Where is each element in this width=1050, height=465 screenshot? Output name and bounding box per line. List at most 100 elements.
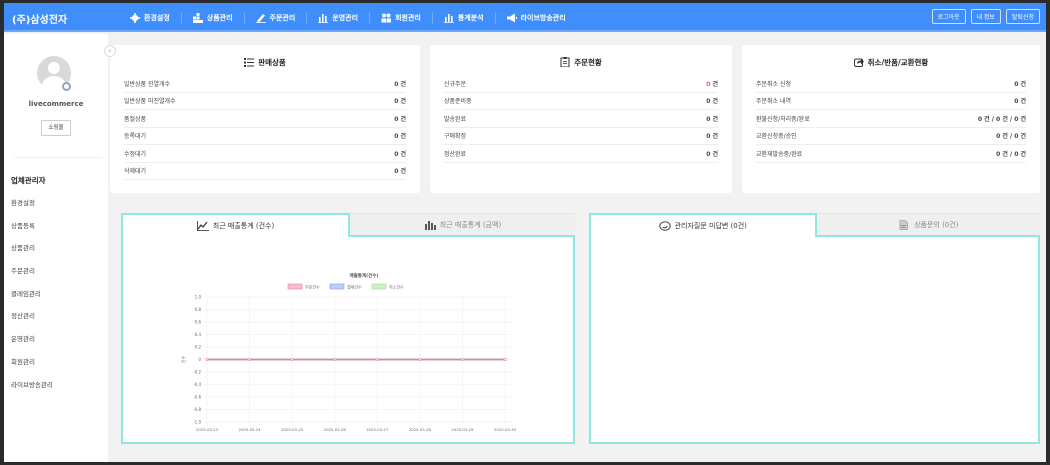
settings-gear-icon[interactable] [62, 82, 71, 91]
legend-swatch [371, 283, 387, 290]
stat-label: 상품준비중 [444, 98, 472, 106]
chat-icon [658, 221, 671, 231]
nav-item-3[interactable]: 운영관리 [307, 12, 371, 24]
y-tick-label: -0.4 [193, 382, 201, 387]
sidebar-item-4[interactable]: 클레임관리 [11, 289, 41, 298]
stat-value: 0 건 [706, 133, 718, 141]
line-chart-icon [196, 221, 209, 231]
logout-button[interactable]: 로그아웃 [931, 9, 966, 24]
stat-label: 수정대기 [124, 150, 147, 158]
sidebar-item-7[interactable]: 회원관리 [11, 357, 35, 366]
clipboard-icon [560, 57, 570, 67]
stat-row[interactable]: 교환재발송중/완료 0 건 / 0 건 [756, 145, 1026, 163]
stat-row[interactable]: 발송완료 0 건 [444, 110, 718, 128]
nav-item-4[interactable]: 회원관리 [370, 12, 433, 24]
stat-value: 0 건 [706, 80, 718, 88]
stat-value: 0 건 [394, 80, 406, 88]
my-info-button[interactable]: 내 정보 [970, 9, 1001, 24]
brand-logo[interactable]: (주)삼성전자 [12, 15, 68, 26]
stat-label: 구매확정 [444, 133, 467, 141]
tab-label: 최근 매출통계 (금액) [439, 220, 502, 229]
stat-row[interactable]: 신규주문 0 건 [444, 75, 718, 93]
sidebar-item-2[interactable]: 상품관리 [11, 244, 35, 253]
stat-label: 품절상품 [124, 115, 147, 123]
withdraw-button[interactable]: 탈퇴신청 [1005, 9, 1040, 24]
stat-value: 0 건 [1014, 80, 1026, 88]
stat-value: 0 건 [706, 150, 718, 158]
stat-value: 0 건 [1014, 98, 1026, 106]
collapse-sidebar-button[interactable]: ‹ [104, 45, 116, 57]
stat-row[interactable]: 일반상품 진열개수 0 건 [124, 75, 406, 93]
sidebar-item-8[interactable]: 라이브방송관리 [11, 380, 53, 389]
card-title: 취소/반품/교환현황 [756, 53, 1026, 71]
data-point [418, 357, 422, 362]
tab-0[interactable]: 관리자질문 미답변 (0건) [589, 213, 817, 237]
x-tick-label: 2025-03-24 [239, 427, 262, 432]
tab-1[interactable]: 최근 매출통계 (금액) [350, 213, 575, 237]
x-tick-label: 2025-03-30 [494, 427, 517, 432]
tab-0[interactable]: 최근 매출통계 (건수) [121, 213, 350, 237]
nav-item-0[interactable]: 환경설정 [119, 12, 182, 24]
stat-row[interactable]: 일반상품 미진열개수 0 건 [124, 93, 406, 110]
x-tick-label: 2025-03-25 [281, 427, 304, 432]
stat-row[interactable]: 주문취소 신청 0 건 [756, 75, 1026, 93]
card-title-text: 주문현황 [574, 57, 602, 67]
nav-item-5[interactable]: 통계분석 [433, 12, 496, 24]
stat-label: 환불신청/처리중/완료 [756, 115, 810, 123]
stat-row[interactable]: 교환신청중/승인 0 건 / 0 건 [756, 128, 1026, 145]
stat-row[interactable]: 정산완료 0 건 [444, 145, 718, 163]
stat-row[interactable]: 환불신청/처리중/완료 0 건 / 0 건 / 0 건 [756, 110, 1026, 128]
bar-chart-icon [424, 220, 436, 230]
nav-item-label: 라이브방송관리 [520, 14, 566, 22]
stat-row[interactable]: 수정대기 0 건 [124, 145, 406, 163]
data-point [333, 357, 337, 362]
nav-item-label: 주문관리 [269, 14, 296, 22]
nav-item-6[interactable]: 라이브방송관리 [496, 12, 577, 24]
stat-label: 정산완료 [444, 150, 467, 158]
stat-value: 0 건 / 0 건 [996, 133, 1026, 141]
card-sales-products: 판매상품 일반상품 진열개수 0 건 일반상품 미진열개수 0 건 품절상품 0 건 등록대기… [110, 45, 420, 193]
card-title: 주문현황 [444, 53, 718, 71]
shop-button[interactable]: 쇼핑몰 [41, 120, 71, 136]
sidebar-item-3[interactable]: 주문관리 [11, 267, 35, 276]
list-icon [244, 58, 255, 67]
inquiry-list [589, 237, 1040, 444]
divider [14, 157, 102, 158]
y-axis-label: 건수 [180, 356, 186, 364]
nav-item-label: 운영관리 [332, 14, 359, 22]
stat-value: 0 건 [394, 150, 406, 158]
nav-item-1[interactable]: 상품관리 [182, 12, 245, 24]
users-icon [381, 13, 392, 23]
inquiry-panel: 관리자질문 미답변 (0건) 상품문의 (0건) [589, 213, 1040, 444]
stat-row[interactable]: 구매확정 0 건 [444, 128, 718, 145]
data-point [248, 357, 252, 362]
stat-value: 0 건 / 0 건 / 0 건 [977, 115, 1026, 123]
y-tick-label: -0.2 [193, 370, 201, 375]
stat-row[interactable]: 상품준비중 0 건 [444, 93, 718, 110]
x-tick-label: 2025-03-29 [451, 427, 474, 432]
sidebar-item-0[interactable]: 환경설정 [11, 199, 35, 207]
sidebar-item-5[interactable]: 정산관리 [11, 312, 35, 321]
bar-chart-icon [318, 14, 329, 23]
stat-label: 삭제대기 [124, 168, 147, 176]
username: livecommerce [28, 100, 84, 108]
tab-label: 최근 매출통계 (건수) [212, 222, 275, 230]
bar-chart-icon [443, 14, 454, 23]
sidebar-title: 업체관리자 [11, 176, 46, 185]
legend-swatch [329, 283, 345, 290]
y-tick-label: 1.0 [195, 295, 202, 300]
stat-row[interactable]: 등록대기 0 건 [124, 128, 406, 145]
y-tick-label: 0.2 [195, 345, 202, 350]
stat-label: 주문취소 신청 [756, 80, 792, 88]
sidebar-item-1[interactable]: 상품등록 [11, 221, 35, 230]
sidebar-item-6[interactable]: 운영관리 [11, 335, 35, 344]
stat-row[interactable]: 주문취소 내역 0 건 [756, 93, 1026, 110]
tab-1[interactable]: 상품문의 (0건) [816, 213, 1040, 237]
data-point [205, 357, 209, 362]
nav-item-2[interactable]: 주문관리 [245, 12, 308, 24]
boxes-icon [192, 13, 203, 23]
stat-row[interactable]: 품절상품 0 건 [124, 110, 406, 128]
stat-label: 등록대기 [124, 133, 147, 141]
stat-row[interactable]: 삭제대기 0 건 [124, 163, 406, 180]
